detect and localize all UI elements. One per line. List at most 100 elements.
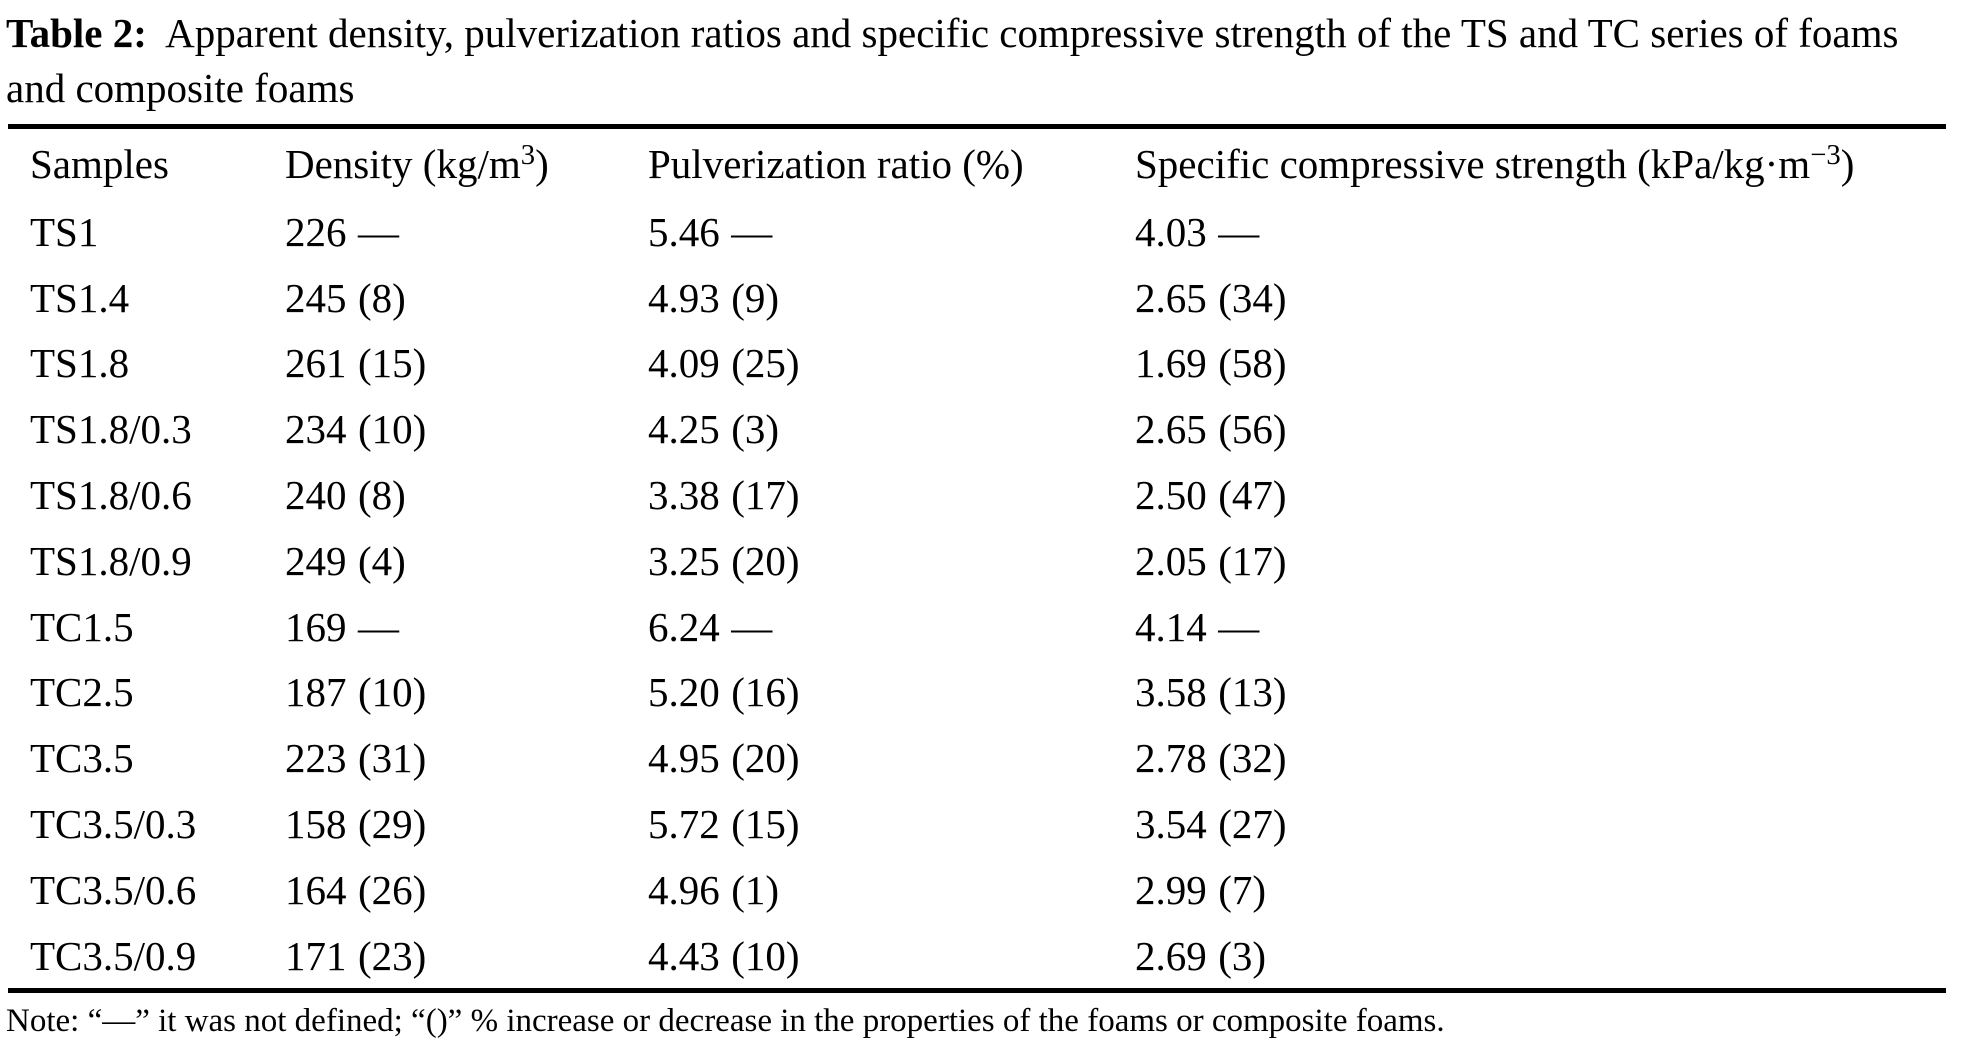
table-row: TS1.8/0.3 234 (10) 4.25 (3) 2.65 (56) — [8, 396, 1946, 462]
strength-change: (17) — [1218, 537, 1287, 584]
strength-value: 2.69 — [1135, 932, 1207, 979]
cell-density: 171 (23) — [285, 923, 648, 989]
density-value: 171 — [285, 932, 347, 979]
table-row: TS1.8/0.6 240 (8) 3.38 (17) 2.50 (47) — [8, 462, 1946, 528]
sample-value: TS1.8 — [30, 340, 130, 387]
cell-density: 226— — [285, 199, 648, 265]
density-change: (4) — [357, 537, 406, 584]
cell-pulverization: 3.38 (17) — [648, 462, 1135, 528]
cell-sample: TS1.4 — [8, 265, 285, 331]
header-pulverization: Pulverization ratio (%) — [648, 129, 1135, 199]
header-density-superscript: 3 — [520, 138, 536, 171]
sample-value: TC3.5/0.3 — [30, 800, 197, 847]
cell-strength: 2.99 (7) — [1135, 857, 1946, 923]
strength-value: 2.99 — [1135, 866, 1207, 913]
density-change: (10) — [357, 406, 427, 453]
pulverization-change: (25) — [731, 340, 800, 387]
strength-value: 2.65 — [1135, 274, 1207, 321]
table-row: TC3.5 223 (31) 4.95 (20) 2.78 (32) — [8, 725, 1946, 791]
table-row: TC2.5 187 (10) 5.20 (16) 3.58 (13) — [8, 659, 1946, 725]
table-row: TC3.5/0.3 158 (29) 5.72 (15) 3.54 (27) — [8, 791, 1946, 857]
data-table: Samples Density (kg/m3) Pulverization ra… — [8, 129, 1946, 989]
strength-value: 2.05 — [1135, 537, 1207, 584]
pulverization-value: 4.43 — [648, 932, 720, 979]
table-row: TS1 226— 5.46— 4.03— — [8, 199, 1946, 265]
cell-density: 223 (31) — [285, 725, 648, 791]
density-value: 169 — [285, 603, 347, 650]
cell-density: 158 (29) — [285, 791, 648, 857]
cell-strength: 2.65 (34) — [1135, 265, 1946, 331]
pulverization-value: 4.95 — [648, 735, 720, 782]
cell-sample: TC3.5/0.9 — [8, 923, 285, 989]
density-value: 249 — [285, 537, 347, 584]
sample-value: TC3.5/0.6 — [30, 866, 197, 913]
density-change: (26) — [357, 866, 427, 913]
cell-strength: 3.58 (13) — [1135, 659, 1946, 725]
density-value: 240 — [285, 471, 347, 518]
cell-strength: 4.14— — [1135, 594, 1946, 660]
cell-pulverization: 5.20 (16) — [648, 659, 1135, 725]
pulverization-value: 5.72 — [648, 800, 720, 847]
strength-value: 3.58 — [1135, 669, 1207, 716]
cell-pulverization: 3.25 (20) — [648, 528, 1135, 594]
cell-pulverization: 4.96 (1) — [648, 857, 1135, 923]
table-row: TC3.5/0.6 164 (26) 4.96 (1) 2.99 (7) — [8, 857, 1946, 923]
strength-change: (56) — [1218, 406, 1287, 453]
strength-value: 1.69 — [1135, 340, 1207, 387]
strength-value: 2.50 — [1135, 471, 1207, 518]
strength-value: 2.65 — [1135, 406, 1207, 453]
cell-pulverization: 6.24— — [648, 594, 1135, 660]
density-value: 164 — [285, 866, 347, 913]
density-change: (31) — [357, 735, 427, 782]
pulverization-value: 6.24 — [648, 603, 720, 650]
cell-strength: 2.50 (47) — [1135, 462, 1946, 528]
sample-value: TC2.5 — [30, 669, 134, 716]
pulverization-change: — — [731, 208, 773, 255]
table-caption-label: Table 2: — [6, 10, 147, 56]
cell-sample: TC3.5/0.6 — [8, 857, 285, 923]
strength-value: 2.78 — [1135, 735, 1207, 782]
cell-sample: TC3.5/0.3 — [8, 791, 285, 857]
cell-density: 234 (10) — [285, 396, 648, 462]
header-strength-close: ) — [1840, 140, 1855, 187]
density-change: — — [357, 603, 399, 650]
pulverization-value: 5.20 — [648, 669, 720, 716]
density-change: — — [357, 208, 399, 255]
pulverization-change: (1) — [731, 866, 780, 913]
pulverization-value: 4.96 — [648, 866, 720, 913]
pulverization-change: (9) — [731, 274, 780, 321]
sample-value: TC1.5 — [30, 603, 134, 650]
strength-change: (7) — [1218, 866, 1267, 913]
pulverization-value: 4.93 — [648, 274, 720, 321]
sample-value: TC3.5 — [30, 735, 134, 782]
cell-density: 187 (10) — [285, 659, 648, 725]
data-table-wrapper: Samples Density (kg/m3) Pulverization ra… — [8, 123, 1946, 994]
density-change: (8) — [357, 274, 406, 321]
density-value: 226 — [285, 208, 347, 255]
cell-pulverization: 4.25 (3) — [648, 396, 1135, 462]
density-value: 234 — [285, 406, 347, 453]
pulverization-change: — — [731, 603, 773, 650]
density-value: 187 — [285, 669, 347, 716]
pulverization-value: 4.25 — [648, 406, 720, 453]
table-header-row: Samples Density (kg/m3) Pulverization ra… — [8, 129, 1946, 199]
pulverization-change: (15) — [731, 800, 800, 847]
table-footnote: Note: “—” it was not defined; “()” % inc… — [6, 1003, 1445, 1040]
density-change: (10) — [357, 669, 427, 716]
strength-change: (27) — [1218, 800, 1287, 847]
cell-density: 164 (26) — [285, 857, 648, 923]
pulverization-value: 5.46 — [648, 208, 720, 255]
cell-strength: 1.69 (58) — [1135, 330, 1946, 396]
header-density-label: Density (kg/m — [285, 140, 521, 187]
pulverization-change: (16) — [731, 669, 800, 716]
table-top-rule — [8, 123, 1946, 129]
table-body: TS1 226— 5.46— 4.03— TS1.4 245 (8) 4.93 (9… — [8, 199, 1946, 989]
cell-strength: 2.05 (17) — [1135, 528, 1946, 594]
header-pulverization-label: Pulverization ratio (%) — [648, 140, 1024, 187]
header-strength-label: Specific compressive strength (kPa/kg·m — [1135, 140, 1811, 187]
strength-change: (32) — [1218, 735, 1287, 782]
cell-density: 169— — [285, 594, 648, 660]
cell-density: 245 (8) — [285, 265, 648, 331]
strength-change: — — [1218, 208, 1260, 255]
sample-value: TS1.8/0.6 — [30, 471, 192, 518]
